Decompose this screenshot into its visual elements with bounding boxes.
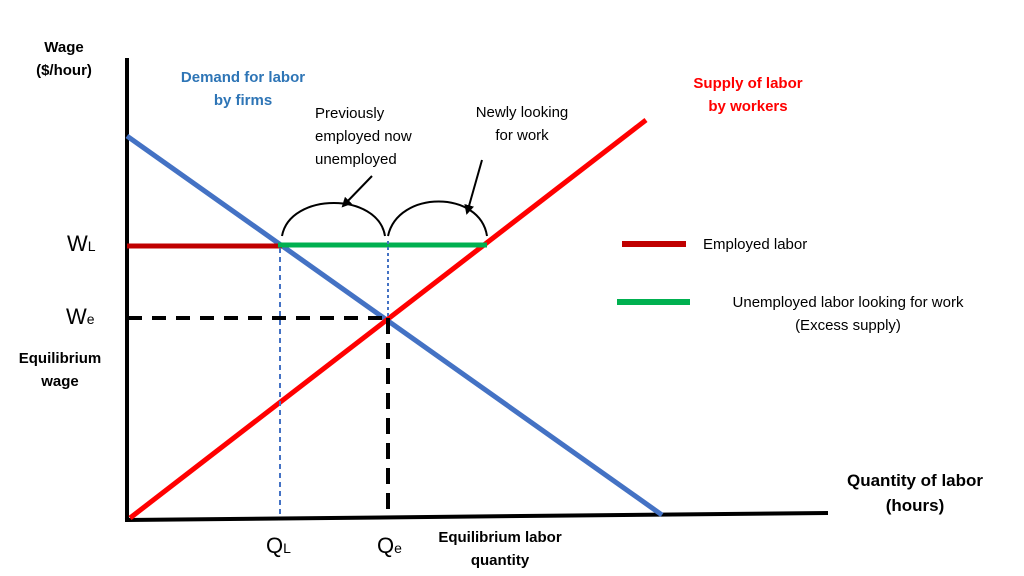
qe-tick-label: Qe xyxy=(377,533,402,558)
supply-label: Supply of labor by workers xyxy=(693,75,803,115)
wl-tick-label: WL xyxy=(67,231,96,256)
brace-previously-employed xyxy=(281,202,386,237)
arrow-newly xyxy=(464,159,483,215)
newly-looking-annotation: Newly looking for work xyxy=(475,104,569,144)
demand-curve xyxy=(125,133,664,518)
equilibrium-quantity-label: Equilibrium labor quantity xyxy=(438,529,562,569)
previously-employed-annotation: Previously employed now unemployed xyxy=(315,105,412,168)
demand-label: Demand for labor by firms xyxy=(180,69,306,109)
brace-newly-looking xyxy=(387,200,488,237)
y-axis-label: Wage ($/hour) xyxy=(36,39,92,79)
x-axis xyxy=(124,511,829,522)
legend-unemployed-label: Unemployed labor looking for work (Exces… xyxy=(732,294,964,334)
equilibrium-wage-label: Equilibrium wage xyxy=(18,350,102,390)
arrow-previously xyxy=(341,175,373,208)
legend-employed-label: Employed labor xyxy=(703,236,808,253)
we-tick-label: We xyxy=(66,304,95,329)
ql-tick-label: QL xyxy=(266,533,291,558)
x-axis-label: Quantity of labor (hours) xyxy=(847,471,983,515)
